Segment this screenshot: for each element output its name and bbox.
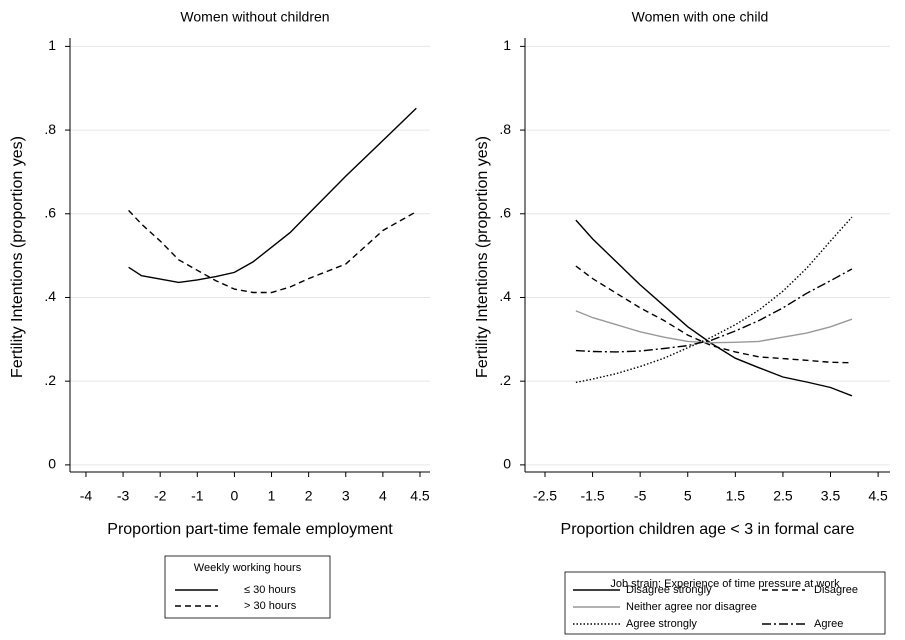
x-tick-label: 4 [379, 488, 387, 504]
x-axis-label: Proportion part-time female employment [107, 521, 393, 538]
y-tick-label: .8 [44, 121, 56, 137]
x-tick-label: 5 [684, 488, 692, 504]
x-tick-label: 4.5 [410, 488, 430, 504]
y-tick-label: 0 [503, 456, 511, 472]
series-line [575, 216, 853, 384]
legend-label: Disagree [814, 584, 858, 596]
series-line [575, 219, 853, 397]
y-tick-label: .6 [44, 204, 56, 220]
x-tick-label: 0 [231, 488, 239, 504]
x-tick-label: 1.5 [726, 488, 746, 504]
chart-title: Women with one child [632, 9, 769, 25]
x-tick-label: 1 [268, 488, 276, 504]
series-line [128, 107, 417, 284]
series-line [575, 265, 852, 364]
x-tick-label: -3 [117, 488, 130, 504]
series-line [575, 268, 853, 353]
x-tick-label: 4.5 [868, 488, 888, 504]
legend-label: Disagree strongly [626, 584, 712, 596]
y-tick-label: .4 [44, 288, 56, 304]
legend-title: Job strain: Experience of time pressure … [610, 578, 840, 590]
y-tick-label: 1 [503, 37, 511, 53]
x-tick-label: 2 [305, 488, 313, 504]
legend-title: Weekly working hours [194, 562, 302, 574]
legend-label: Agree strongly [626, 618, 697, 630]
x-axis-label: Proportion children age < 3 in formal ca… [561, 521, 855, 538]
y-tick-label: 1 [48, 37, 56, 53]
legend-box [564, 571, 886, 635]
x-tick-label: -2 [154, 488, 167, 504]
y-tick-label: .2 [499, 372, 511, 388]
y-tick-label: .6 [499, 204, 511, 220]
legend-label: Neither agree nor disagree [626, 601, 757, 613]
x-tick-label: -2.5 [533, 488, 557, 504]
series-line [128, 209, 417, 294]
y-tick-label: 0 [48, 456, 56, 472]
x-tick-label: 2.5 [773, 488, 793, 504]
x-tick-label: 3 [342, 488, 350, 504]
x-tick-label: -5 [634, 488, 647, 504]
chart-title: Women without children [180, 9, 329, 25]
legend-label: ≤ 30 hours [244, 584, 296, 596]
y-axis-label: Fertility Intentions (proportion yes) [474, 136, 491, 378]
x-tick-label: -4 [80, 488, 93, 504]
y-tick-label: .2 [44, 372, 56, 388]
x-tick-label: -1.5 [581, 488, 605, 504]
x-tick-label: -1 [191, 488, 204, 504]
y-axis-label: Fertility Intentions (proportion yes) [9, 136, 26, 378]
y-tick-label: .4 [499, 288, 511, 304]
legend-label: Agree [814, 618, 843, 630]
x-tick-label: 3.5 [821, 488, 841, 504]
y-tick-label: .8 [499, 121, 511, 137]
series-line [575, 310, 853, 344]
legend-box [164, 555, 331, 619]
legend-label: > 30 hours [244, 600, 297, 612]
